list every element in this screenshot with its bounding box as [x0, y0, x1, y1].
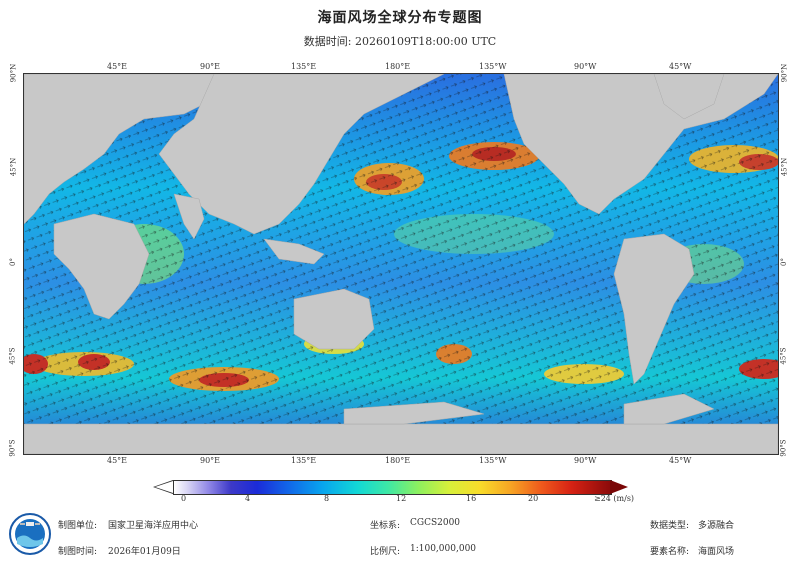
- colorbar-tick: 16: [466, 494, 477, 503]
- date-value: 2026年01月09日: [108, 547, 181, 557]
- bottom-lon-tick: 135°E: [291, 456, 317, 465]
- right-lat-tick: 90°N: [780, 63, 789, 83]
- left-lat-tick: 90°S: [8, 439, 17, 457]
- bottom-lon-tick: 90°W: [574, 456, 597, 465]
- org-label: 制图单位:: [58, 521, 98, 531]
- top-lon-tick: 180°E: [385, 62, 411, 71]
- colorbar-tick: 20: [528, 494, 539, 503]
- bottom-lon-tick: 180°E: [385, 456, 411, 465]
- right-lat-tick: 45°N: [780, 157, 789, 177]
- scale-value: 1:100,000,000: [410, 544, 477, 554]
- bottom-lon-tick: 45°W: [669, 456, 692, 465]
- colorbar-tick: 8: [324, 494, 330, 503]
- date-label: 制图时间:: [58, 547, 98, 557]
- crs-value: CGCS2000: [410, 518, 461, 528]
- top-lon-tick: 90°E: [200, 62, 221, 71]
- top-lon-tick: 45°E: [107, 62, 128, 71]
- top-lon-tick: 135°W: [479, 62, 507, 71]
- left-lat-tick: 0°: [8, 258, 17, 266]
- org-value: 国家卫星海洋应用中心: [108, 521, 199, 531]
- top-lon-tick: 45°W: [669, 62, 692, 71]
- wind-speed-colorbar: [173, 480, 612, 495]
- data-time: 数据时间: 20260109T18:00:00 UTC: [303, 35, 497, 48]
- scale-label: 比例尺:: [370, 547, 401, 557]
- element-value: 海面风场: [698, 547, 735, 557]
- wind-field-map[interactable]: [23, 73, 779, 455]
- right-lat-tick: 90°S: [779, 439, 788, 457]
- colorbar-left-arrow: [155, 481, 173, 493]
- bottom-lon-tick: 45°E: [107, 456, 128, 465]
- colorbar-tick: 4: [245, 494, 251, 503]
- map-title: 海面风场全球分布专题图: [317, 10, 483, 26]
- crs-label: 坐标系:: [370, 521, 401, 531]
- colorbar-tick: ≥24 (m/s): [594, 494, 635, 503]
- colorbar-tick: 12: [396, 494, 407, 503]
- land-layer: [24, 74, 778, 454]
- left-lat-tick: 45°S: [8, 347, 17, 365]
- left-lat-tick: 45°N: [9, 157, 18, 177]
- top-lon-tick: 90°W: [574, 62, 597, 71]
- top-lon-tick: 135°E: [291, 62, 317, 71]
- data-type-label: 数据类型:: [650, 521, 690, 531]
- right-lat-tick: 45°S: [779, 347, 788, 365]
- colorbar-tick: 0: [181, 494, 187, 503]
- right-lat-tick: 0°: [779, 258, 788, 266]
- wind-field-svg: [24, 74, 778, 454]
- nsoas-logo: [9, 513, 51, 555]
- colorbar-right-arrow: [610, 480, 628, 494]
- bottom-lon-tick: 90°E: [200, 456, 221, 465]
- left-lat-tick: 90°N: [9, 63, 18, 83]
- data-type-value: 多源融合: [698, 521, 735, 531]
- bottom-lon-tick: 135°W: [479, 456, 507, 465]
- element-label: 要素名称:: [650, 547, 690, 557]
